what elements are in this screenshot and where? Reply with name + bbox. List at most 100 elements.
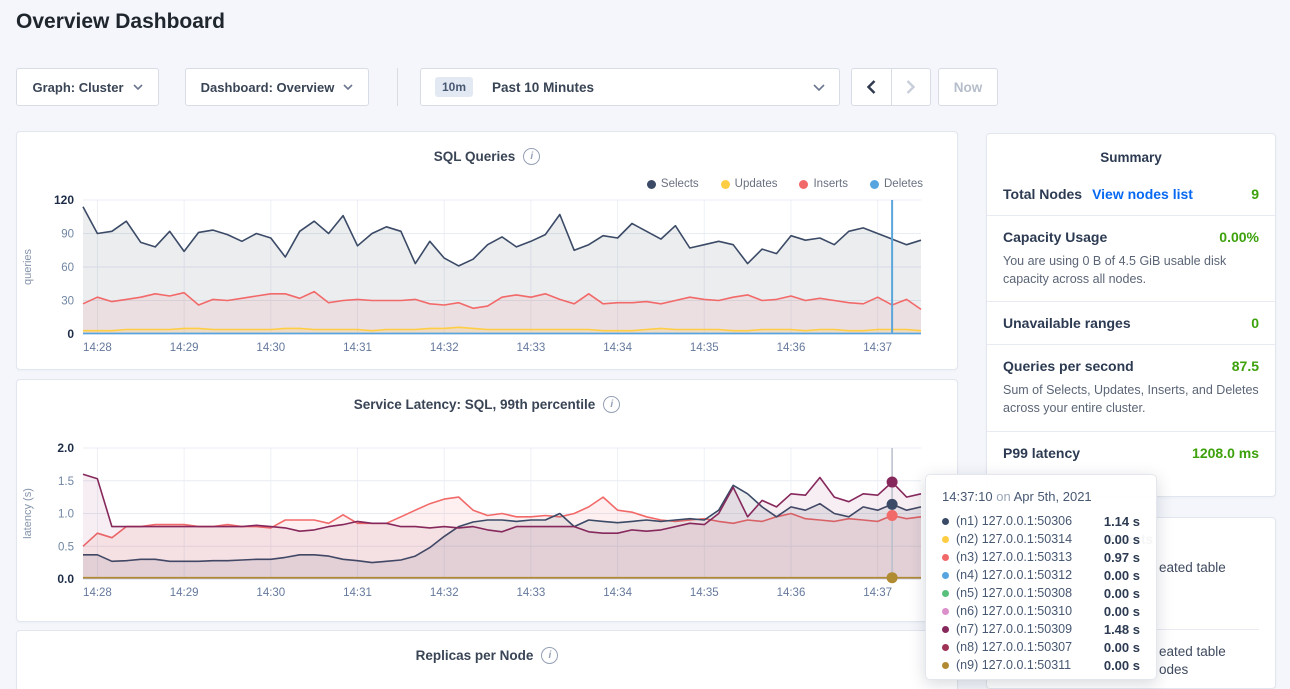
chevron-down-icon xyxy=(813,84,825,91)
service-latency-title: Service Latency: SQL, 99th percentile xyxy=(354,397,596,412)
page-title: Overview Dashboard xyxy=(16,10,225,34)
svg-text:14:37: 14:37 xyxy=(863,342,892,354)
tooltip-node-label: (n2) 127.0.0.1:50314 xyxy=(956,532,1072,546)
svg-text:2.0: 2.0 xyxy=(57,441,74,455)
time-range-badge: 10m xyxy=(435,77,473,97)
tooltip-node-row: (n9) 127.0.0.1:503110.00 s xyxy=(942,656,1140,674)
svg-text:14:29: 14:29 xyxy=(170,587,199,599)
tooltip-node-value: 0.00 s xyxy=(1104,568,1140,583)
tooltip-node-label: (n1) 127.0.0.1:50306 xyxy=(956,514,1072,528)
dashboard-dropdown-label: Dashboard: Overview xyxy=(201,80,335,95)
total-nodes-value: 9 xyxy=(1251,186,1259,202)
svg-text:14:34: 14:34 xyxy=(603,587,632,599)
tooltip-node-value: 0.00 s xyxy=(1104,532,1140,547)
svg-text:14:36: 14:36 xyxy=(777,587,806,599)
tooltip-node-row: (n5) 127.0.0.1:50308 0.00 s xyxy=(942,584,1140,602)
event-text-fragment: eated table xyxy=(1159,644,1226,659)
tooltip-node-value: 0.00 s xyxy=(1104,640,1140,655)
view-nodes-list-link[interactable]: View nodes list xyxy=(1092,186,1193,202)
qps-description: Sum of Selects, Updates, Inserts, and De… xyxy=(1003,381,1259,417)
tooltip-node-label: (n8) 127.0.0.1:50307 xyxy=(956,640,1072,654)
svg-text:14:37: 14:37 xyxy=(863,587,892,599)
tooltip-node-label: (n3) 127.0.0.1:50313 xyxy=(956,550,1072,564)
tooltip-node-value: 0.00 s xyxy=(1104,604,1140,619)
tooltip-node-row: (n1) 127.0.0.1:50306 1.14 s xyxy=(942,512,1140,530)
svg-text:14:30: 14:30 xyxy=(256,587,285,599)
svg-text:14:31: 14:31 xyxy=(343,587,372,599)
graph-dropdown-label: Graph: Cluster xyxy=(32,80,123,95)
svg-text:1.0: 1.0 xyxy=(58,509,74,521)
svg-text:14:32: 14:32 xyxy=(430,587,459,599)
summary-total-nodes: Total Nodes View nodes list 9 xyxy=(987,173,1275,215)
time-range-selector[interactable]: 10m Past 10 Minutes xyxy=(420,68,840,106)
time-step-buttons xyxy=(851,68,931,106)
info-icon[interactable]: i xyxy=(523,148,540,165)
tooltip-node-label: (n7) 127.0.0.1:50309 xyxy=(956,622,1072,636)
tooltip-node-value: 0.00 s xyxy=(1104,586,1140,601)
chevron-down-icon xyxy=(343,84,353,90)
node-color-dot-icon xyxy=(942,644,949,651)
svg-text:30: 30 xyxy=(61,296,74,308)
service-latency-chart[interactable]: 14:2814:2914:3014:3114:3214:3314:3414:35… xyxy=(17,438,959,618)
capacity-label: Capacity Usage xyxy=(1003,229,1107,245)
sql-queries-card: SQL Queries i SelectsUpdatesInsertsDelet… xyxy=(16,131,958,370)
svg-text:14:33: 14:33 xyxy=(517,587,546,599)
tooltip-node-label: (n4) 127.0.0.1:50312 xyxy=(956,568,1072,582)
tooltip-node-label: (n5) 127.0.0.1:50308 xyxy=(956,586,1072,600)
chart-hover-tooltip: 14:37:10 on Apr 5th, 2021 (n1) 127.0.0.1… xyxy=(925,474,1157,680)
total-nodes-label: Total Nodes xyxy=(1003,186,1082,202)
qps-value: 87.5 xyxy=(1232,358,1259,374)
svg-text:queries: queries xyxy=(22,248,34,285)
svg-text:latency (s): latency (s) xyxy=(22,488,34,539)
info-icon[interactable]: i xyxy=(603,396,620,413)
info-icon[interactable]: i xyxy=(541,647,558,664)
svg-text:120: 120 xyxy=(54,193,74,207)
tooltip-node-row: (n6) 127.0.0.1:503100.00 s xyxy=(942,602,1140,620)
node-color-dot-icon xyxy=(942,518,949,525)
replicas-per-node-card: Replicas per Node i xyxy=(16,630,958,689)
summary-panel: Summary Total Nodes View nodes list 9 Ca… xyxy=(986,133,1276,497)
node-color-dot-icon xyxy=(942,590,949,597)
graph-dropdown[interactable]: Graph: Cluster xyxy=(16,68,159,106)
svg-text:14:33: 14:33 xyxy=(517,342,546,354)
dashboard-dropdown[interactable]: Dashboard: Overview xyxy=(185,68,369,106)
event-text-fragment: eated table xyxy=(1159,560,1226,575)
unavailable-ranges-label: Unavailable ranges xyxy=(1003,315,1131,331)
p99-latency-label: P99 latency xyxy=(1003,445,1080,461)
time-range-label: Past 10 Minutes xyxy=(492,80,804,95)
svg-text:14:34: 14:34 xyxy=(603,342,632,354)
svg-text:0: 0 xyxy=(67,327,74,341)
event-text-fragment: odes xyxy=(1159,662,1188,677)
controls-divider xyxy=(397,68,398,106)
svg-text:14:32: 14:32 xyxy=(430,342,459,354)
prev-time-button[interactable] xyxy=(852,69,892,105)
summary-qps: Queries per second 87.5 Sum of Selects, … xyxy=(987,344,1275,430)
tooltip-node-row: (n8) 127.0.0.1:50307 0.00 s xyxy=(942,638,1140,656)
tooltip-node-value: 1.14 s xyxy=(1104,514,1140,529)
node-color-dot-icon xyxy=(942,608,949,615)
svg-text:14:31: 14:31 xyxy=(343,342,372,354)
node-color-dot-icon xyxy=(942,626,949,633)
node-color-dot-icon xyxy=(942,554,949,561)
tooltip-node-row: (n2) 127.0.0.1:50314 0.00 s xyxy=(942,530,1140,548)
tooltip-date: Apr 5th, 2021 xyxy=(1014,489,1092,504)
now-button-label: Now xyxy=(954,80,983,95)
tooltip-node-value: 0.00 s xyxy=(1104,658,1140,673)
svg-text:14:28: 14:28 xyxy=(83,342,112,354)
tooltip-node-list: (n1) 127.0.0.1:503061.14 s(n2) 127.0.0.1… xyxy=(942,512,1140,674)
next-time-button[interactable] xyxy=(892,69,931,105)
svg-text:14:30: 14:30 xyxy=(256,342,285,354)
chevron-right-icon xyxy=(906,80,915,94)
capacity-value: 0.00% xyxy=(1219,229,1259,245)
tooltip-node-value: 0.97 s xyxy=(1104,550,1140,565)
chevron-down-icon xyxy=(133,84,143,90)
node-color-dot-icon xyxy=(942,536,949,543)
sql-queries-chart[interactable]: 14:2814:2914:3014:3114:3214:3314:3414:35… xyxy=(17,188,959,368)
node-color-dot-icon xyxy=(942,662,949,669)
unavailable-ranges-value: 0 xyxy=(1251,315,1259,331)
summary-unavailable-ranges: Unavailable ranges 0 xyxy=(987,301,1275,344)
now-button[interactable]: Now xyxy=(938,68,998,106)
svg-text:60: 60 xyxy=(61,262,74,274)
summary-capacity: Capacity Usage 0.00% You are using 0 B o… xyxy=(987,215,1275,301)
sql-queries-title: SQL Queries xyxy=(434,149,516,164)
